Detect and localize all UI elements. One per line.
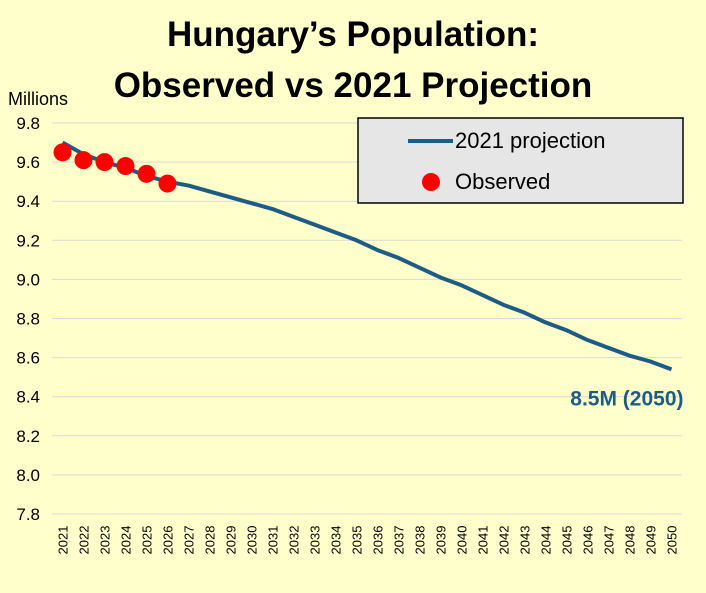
- x-tick-label: 2028: [203, 526, 218, 555]
- x-tick-label: 2037: [392, 526, 407, 555]
- y-tick-label: 8.2: [16, 427, 40, 446]
- observed-point: [158, 174, 177, 193]
- y-tick-label: 9.6: [16, 153, 40, 172]
- legend-label-observed: Observed: [455, 169, 550, 194]
- y-tick-label: 9.2: [16, 231, 40, 250]
- end-value-annotation: 8.5M (2050): [570, 387, 683, 410]
- x-tick-label: 2046: [581, 526, 596, 555]
- x-tick-label: 2047: [602, 526, 617, 555]
- legend: 2021 projection Observed: [357, 117, 684, 204]
- x-tick-label: 2040: [455, 526, 470, 555]
- observed-point: [53, 143, 72, 162]
- observed-point: [137, 164, 156, 183]
- y-axis-ticks: 7.8 8.0 8.2 8.4 8.6 8.8 9.0 9.2 9.4 9.6 9.8: [16, 114, 40, 524]
- x-tick-label: 2026: [161, 526, 176, 555]
- legend-dot-swatch: [422, 173, 440, 191]
- x-tick-label: 2039: [434, 526, 449, 555]
- x-tick-label: 2049: [644, 526, 659, 555]
- x-tick-label: 2024: [119, 526, 134, 555]
- y-tick-label: 9.0: [16, 270, 40, 289]
- x-tick-label: 2036: [371, 526, 386, 555]
- y-axis-unit-label: Millions: [8, 89, 68, 109]
- x-tick-label: 2048: [623, 526, 638, 555]
- x-tick-label: 2041: [476, 526, 491, 555]
- x-tick-label: 2029: [224, 526, 239, 555]
- x-tick-label: 2025: [140, 526, 155, 555]
- observed-point: [74, 151, 93, 170]
- x-axis-ticks: 2021 2022 2023 2024 2025 2026 2027 2028 2029 2030…: [56, 526, 680, 555]
- x-tick-label: 2034: [329, 526, 344, 555]
- chart-title-line-2: Observed vs 2021 Projection: [114, 66, 593, 105]
- x-tick-label: 2042: [497, 526, 512, 555]
- y-tick-label: 8.0: [16, 466, 40, 485]
- y-tick-label: 7.8: [16, 505, 40, 524]
- chart-title-line-1: Hungary’s Population:: [167, 15, 539, 54]
- x-tick-label: 2023: [98, 526, 113, 555]
- y-tick-label: 8.4: [16, 388, 40, 407]
- y-tick-label: 8.6: [16, 349, 40, 368]
- x-tick-label: 2033: [308, 526, 323, 555]
- x-tick-label: 2045: [560, 526, 575, 555]
- legend-label-projection: 2021 projection: [455, 128, 605, 153]
- observed-series: [53, 143, 177, 193]
- x-tick-label: 2031: [266, 526, 281, 555]
- x-tick-label: 2021: [56, 526, 71, 555]
- legend-box: [357, 117, 684, 204]
- x-tick-label: 2035: [350, 526, 365, 555]
- x-tick-label: 2030: [245, 526, 260, 555]
- y-tick-label: 9.4: [16, 192, 40, 211]
- x-tick-label: 2022: [77, 526, 92, 555]
- x-tick-label: 2043: [518, 526, 533, 555]
- observed-point: [95, 153, 114, 172]
- x-tick-label: 2050: [665, 526, 680, 555]
- x-tick-label: 2027: [182, 526, 197, 555]
- x-tick-label: 2032: [287, 526, 302, 555]
- observed-point: [116, 157, 135, 176]
- y-tick-label: 9.8: [16, 114, 40, 133]
- x-tick-label: 2038: [413, 526, 428, 555]
- y-tick-label: 8.8: [16, 310, 40, 329]
- x-tick-label: 2044: [539, 526, 554, 555]
